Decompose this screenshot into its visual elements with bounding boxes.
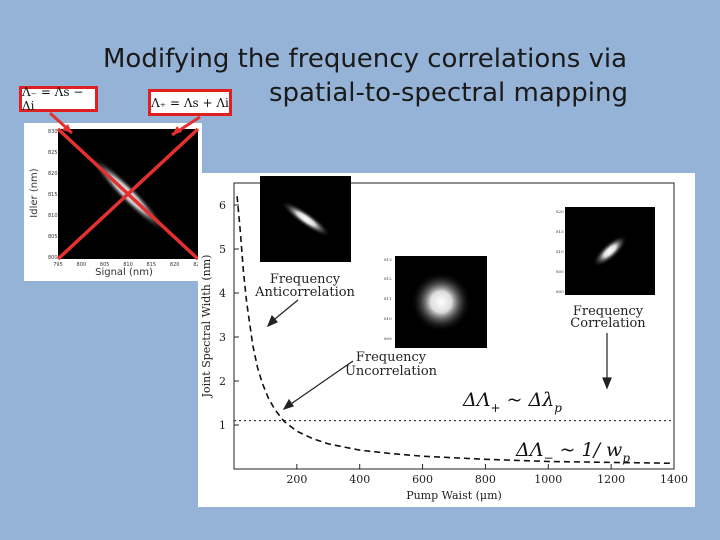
svg-text:800: 800 xyxy=(48,255,58,261)
label-correlation-1: Frequency xyxy=(573,304,644,319)
x-tick-label: 1000 xyxy=(534,473,562,486)
jsa-inset-xtick: 820 xyxy=(170,262,180,268)
x-tick-label: 400 xyxy=(349,473,370,486)
svg-text:800: 800 xyxy=(556,289,564,294)
y-tick-label: 4 xyxy=(219,287,226,300)
svg-text:810: 810 xyxy=(556,249,564,254)
svg-text:810: 810 xyxy=(48,213,58,219)
y-tick-label: 5 xyxy=(219,243,226,256)
jsa-inset-xtick: 805 xyxy=(100,262,110,268)
jsa-inset-xtick: 810 xyxy=(123,262,133,268)
arrow-uncorrelation xyxy=(287,360,354,407)
thumb-anticorrelation-ellipse xyxy=(281,200,331,238)
x-tick-label: 200 xyxy=(286,473,307,486)
title-line-2: spatial-to-spectral mapping xyxy=(268,78,628,108)
eq-minus: ΔΛ− ~ 1/ wp xyxy=(515,439,630,465)
svg-text:815: 815 xyxy=(556,229,564,234)
x-tick-label: 1400 xyxy=(660,473,688,486)
thumb-correlation-ellipse xyxy=(592,235,628,267)
label-correlation-2: Correlation xyxy=(570,316,646,331)
label-anticorrelation-2: Anticorrelation xyxy=(254,285,355,300)
thumb-uncorrelation-blob xyxy=(411,272,471,332)
slide-title: Modifying the frequency correlations via… xyxy=(100,42,640,110)
x-axis-label: Pump Waist (μm) xyxy=(406,489,502,502)
x-tick-label: 1200 xyxy=(597,473,625,486)
y-tick-label: 2 xyxy=(219,375,226,388)
y-tick-label: 6 xyxy=(219,199,226,212)
formula-plus-box: Λ₊ = Λs + Λi xyxy=(148,89,232,116)
formula-minus: Λ₋ = Λs − Λi xyxy=(22,85,84,113)
jsa-inset-xtick: 795 xyxy=(53,262,63,268)
formula-minus-box: Λ₋ = Λs − Λi xyxy=(19,85,98,113)
series-width-curve xyxy=(236,196,675,465)
svg-text:811: 811 xyxy=(384,296,392,301)
x-tick-label: 800 xyxy=(475,473,496,486)
formula-plus: Λ₊ = Λs + Λi xyxy=(151,95,229,110)
svg-text:830: 830 xyxy=(48,129,58,135)
jsa-inset-xtick: 800 xyxy=(77,262,87,268)
x-tick-label: 600 xyxy=(412,473,433,486)
svg-text:810: 810 xyxy=(384,316,392,321)
jsa-inset: 830 825 820 815 810 805 800 795 800 805 810… xyxy=(24,123,203,281)
svg-text:805: 805 xyxy=(48,234,58,240)
svg-text:815: 815 xyxy=(48,192,58,198)
label-anticorrelation-1: Frequency xyxy=(270,272,341,287)
svg-text:813: 813 xyxy=(384,257,392,262)
y-axis-label: Joint Spectral Width (nm) xyxy=(200,255,213,399)
title-line-1: Modifying the frequency correlations via xyxy=(103,44,628,74)
label-uncorrelation-1: Frequency xyxy=(356,350,427,365)
width-vs-waist-chart: 200 400 600 800 1000 1200 1400 1 2 3 4 5 6 Pump Waist… xyxy=(200,176,688,502)
y-tick-label: 1 xyxy=(219,419,226,432)
svg-text:820: 820 xyxy=(556,209,564,214)
svg-text:825: 825 xyxy=(48,150,58,156)
jsa-inset-xlabel: Signal (nm) xyxy=(95,267,153,278)
jsa-inset-xtick: 815 xyxy=(147,262,157,268)
main-figure: 200 400 600 800 1000 1200 1400 1 2 3 4 5 6 Pump Waist… xyxy=(198,173,695,507)
eq-plus: ΔΛ+ ~ Δλp xyxy=(462,389,562,415)
cross-line-2 xyxy=(56,127,200,261)
jsa-inset-svg: 830 825 820 815 810 805 800 795 800 805 810… xyxy=(29,127,203,278)
svg-text:820: 820 xyxy=(48,171,58,177)
svg-text:812: 812 xyxy=(384,276,392,281)
jsa-inset-ylabel: Idler (nm) xyxy=(29,168,40,217)
svg-text:805: 805 xyxy=(556,269,564,274)
label-uncorrelation-2: Uncorrelation xyxy=(345,364,438,379)
svg-text:809: 809 xyxy=(384,336,392,341)
plot-frame xyxy=(233,182,675,470)
y-tick-label: 3 xyxy=(219,331,226,344)
